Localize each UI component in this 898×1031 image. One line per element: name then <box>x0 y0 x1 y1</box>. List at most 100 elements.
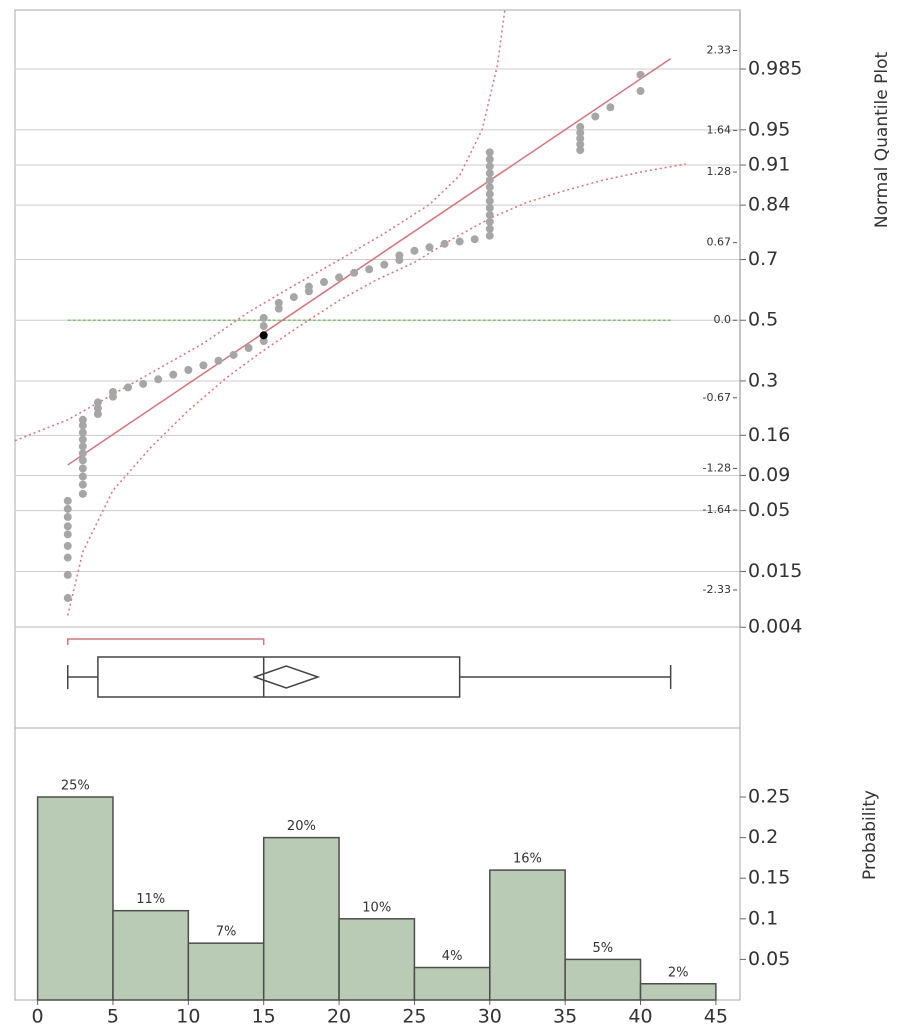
point <box>63 570 72 579</box>
y-tick-label: -1.64 <box>703 503 731 516</box>
y2-tick-label: 0.5 <box>748 309 778 331</box>
point <box>63 553 72 562</box>
y-tick-label: 0.2 <box>748 826 778 848</box>
quantile-frame <box>14 9 741 628</box>
confidence-band <box>14 9 506 442</box>
point <box>485 197 494 206</box>
y2-tick-label: 0.16 <box>748 424 790 446</box>
x-tick-label: 15 <box>252 1006 276 1028</box>
point <box>78 415 87 424</box>
point <box>78 421 87 430</box>
point <box>93 410 102 419</box>
point <box>485 169 494 178</box>
y-tick-label: -1.28 <box>703 461 731 474</box>
bar <box>187 942 265 1001</box>
point <box>455 237 464 246</box>
point <box>410 246 419 255</box>
point <box>485 183 494 192</box>
y2-tick-label: 0.985 <box>748 58 802 80</box>
x-tick-label: 45 <box>704 1006 728 1028</box>
reference-line <box>67 57 672 466</box>
point <box>63 496 72 505</box>
y2-tick-label: 0.05 <box>748 499 790 521</box>
point <box>214 356 223 365</box>
y2-tick-label: 0.95 <box>748 118 790 140</box>
y-tick-label: 2.33 <box>707 44 732 57</box>
value-label: 10% <box>362 900 391 915</box>
point <box>380 260 389 269</box>
point <box>470 235 479 244</box>
y2-tick-label: 0.91 <box>748 154 790 176</box>
point <box>485 224 494 233</box>
point <box>78 456 87 465</box>
point <box>154 375 163 384</box>
x-tick-label: 40 <box>628 1006 652 1028</box>
bar <box>338 918 416 1001</box>
point <box>78 464 87 473</box>
point <box>78 442 87 451</box>
y-tick-label: 0.67 <box>707 236 732 249</box>
point <box>184 366 193 375</box>
point <box>274 298 283 307</box>
point <box>259 337 268 346</box>
point <box>485 203 494 212</box>
bar <box>564 958 642 1001</box>
y2-tick-label: 0.015 <box>748 560 802 582</box>
x-tick-label: 20 <box>327 1006 351 1028</box>
point <box>108 388 117 397</box>
point <box>229 350 238 359</box>
point <box>259 322 268 331</box>
x-tick-label: 0 <box>32 1006 44 1028</box>
shortest-half <box>67 638 265 645</box>
point <box>304 282 313 291</box>
value-label: 7% <box>216 925 237 940</box>
point <box>606 103 615 112</box>
point <box>485 210 494 219</box>
y2-tick-label: 0.004 <box>748 616 802 638</box>
quantile-axis-label: Normal Quantile Plot <box>872 52 892 229</box>
x-tick-label: 10 <box>176 1006 200 1028</box>
mean-diamond <box>252 665 321 689</box>
point <box>425 243 434 252</box>
point <box>636 87 645 96</box>
point <box>78 449 87 458</box>
point <box>93 404 102 413</box>
point <box>169 370 178 379</box>
point <box>576 128 585 137</box>
point <box>78 472 87 481</box>
point <box>335 273 344 282</box>
point <box>78 480 87 489</box>
point <box>139 379 148 388</box>
point <box>199 361 208 370</box>
x-tick-label: 30 <box>478 1006 502 1028</box>
point <box>485 176 494 185</box>
point <box>576 122 585 131</box>
point <box>485 155 494 164</box>
y-tick-label: 0.15 <box>748 867 790 889</box>
bar <box>112 909 190 1001</box>
y-tick-label: 0.25 <box>748 786 790 808</box>
point <box>63 522 72 531</box>
point <box>274 304 283 313</box>
point <box>63 530 72 539</box>
y-tick-label: 0.05 <box>748 948 790 970</box>
value-label: 20% <box>287 819 316 834</box>
x-tick-label: 5 <box>107 1006 119 1028</box>
y-tick-label: 0.0 <box>714 313 732 326</box>
value-label: 5% <box>593 941 614 956</box>
y2-tick-label: 0.7 <box>748 248 778 270</box>
x-tick-label: 35 <box>553 1006 577 1028</box>
point <box>63 594 72 603</box>
point <box>576 146 585 155</box>
bar <box>413 966 491 1001</box>
point <box>350 268 359 277</box>
probability-axis-label: Probability <box>860 790 880 880</box>
point <box>63 504 72 513</box>
bar <box>36 796 114 1001</box>
point <box>78 435 87 444</box>
point <box>93 398 102 407</box>
point <box>591 112 600 121</box>
point <box>485 217 494 226</box>
point <box>440 239 449 248</box>
